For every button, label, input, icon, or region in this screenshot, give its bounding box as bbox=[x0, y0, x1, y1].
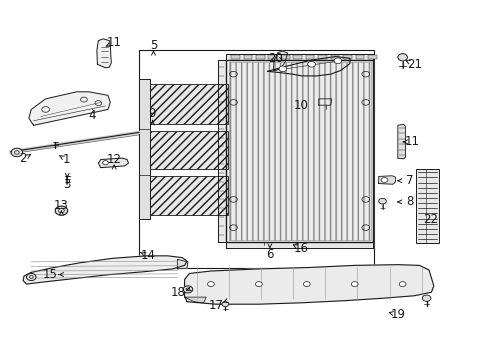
Polygon shape bbox=[217, 60, 226, 242]
Circle shape bbox=[399, 282, 405, 287]
Circle shape bbox=[380, 177, 387, 183]
Bar bbox=[330, 55, 339, 59]
Text: 19: 19 bbox=[389, 308, 405, 321]
Circle shape bbox=[351, 282, 357, 287]
Text: 17: 17 bbox=[208, 299, 223, 312]
Circle shape bbox=[307, 62, 315, 67]
Circle shape bbox=[102, 161, 108, 165]
Text: 22: 22 bbox=[422, 213, 437, 226]
Bar bbox=[268, 55, 277, 59]
Bar bbox=[415, 169, 438, 243]
Polygon shape bbox=[267, 57, 349, 76]
Polygon shape bbox=[273, 51, 287, 71]
Bar bbox=[293, 55, 302, 59]
Text: 11: 11 bbox=[106, 36, 122, 49]
Bar bbox=[143, 84, 227, 124]
Polygon shape bbox=[226, 242, 372, 248]
Text: 15: 15 bbox=[43, 268, 58, 281]
Polygon shape bbox=[226, 60, 372, 242]
Bar bbox=[318, 55, 326, 59]
Bar bbox=[367, 55, 376, 59]
Text: 13: 13 bbox=[54, 199, 69, 212]
Polygon shape bbox=[397, 124, 405, 159]
Circle shape bbox=[397, 54, 407, 61]
Circle shape bbox=[222, 302, 228, 307]
Text: 16: 16 bbox=[293, 242, 308, 255]
Text: 11: 11 bbox=[404, 135, 419, 148]
Polygon shape bbox=[184, 297, 206, 303]
Circle shape bbox=[333, 58, 341, 64]
Polygon shape bbox=[23, 256, 186, 284]
Bar bbox=[139, 50, 373, 268]
Text: 6: 6 bbox=[265, 248, 273, 261]
Polygon shape bbox=[98, 158, 128, 168]
Bar bbox=[231, 55, 239, 59]
Bar bbox=[143, 131, 227, 170]
Text: 21: 21 bbox=[407, 58, 421, 71]
Bar bbox=[256, 55, 264, 59]
Text: 20: 20 bbox=[267, 52, 283, 65]
Bar bbox=[305, 55, 314, 59]
Text: 10: 10 bbox=[293, 99, 308, 112]
Polygon shape bbox=[177, 259, 187, 269]
Polygon shape bbox=[226, 54, 372, 60]
Polygon shape bbox=[29, 92, 110, 125]
Circle shape bbox=[26, 274, 36, 280]
Circle shape bbox=[279, 66, 286, 72]
Circle shape bbox=[183, 286, 192, 293]
Circle shape bbox=[422, 295, 430, 301]
Circle shape bbox=[378, 198, 386, 204]
Circle shape bbox=[55, 206, 67, 215]
Polygon shape bbox=[184, 265, 433, 304]
Bar bbox=[228, 62, 370, 240]
Text: 4: 4 bbox=[89, 109, 96, 122]
Text: 18: 18 bbox=[171, 286, 185, 299]
Text: 7: 7 bbox=[405, 174, 413, 187]
Polygon shape bbox=[378, 176, 395, 184]
Circle shape bbox=[303, 282, 309, 287]
Text: 9: 9 bbox=[148, 107, 156, 120]
Polygon shape bbox=[318, 99, 331, 105]
Bar bbox=[280, 55, 289, 59]
Text: 2: 2 bbox=[20, 152, 27, 165]
Circle shape bbox=[207, 282, 214, 287]
Text: 1: 1 bbox=[62, 153, 70, 166]
Bar bbox=[343, 55, 351, 59]
Circle shape bbox=[255, 282, 262, 287]
Bar bbox=[355, 55, 364, 59]
Bar bbox=[143, 176, 227, 215]
Bar bbox=[243, 55, 252, 59]
Bar bbox=[139, 80, 149, 219]
Polygon shape bbox=[97, 39, 111, 68]
Text: 3: 3 bbox=[63, 178, 71, 191]
Text: 5: 5 bbox=[149, 39, 157, 52]
Text: 14: 14 bbox=[140, 249, 155, 262]
Circle shape bbox=[11, 148, 22, 157]
Text: 12: 12 bbox=[106, 153, 122, 166]
Text: 8: 8 bbox=[406, 195, 413, 208]
